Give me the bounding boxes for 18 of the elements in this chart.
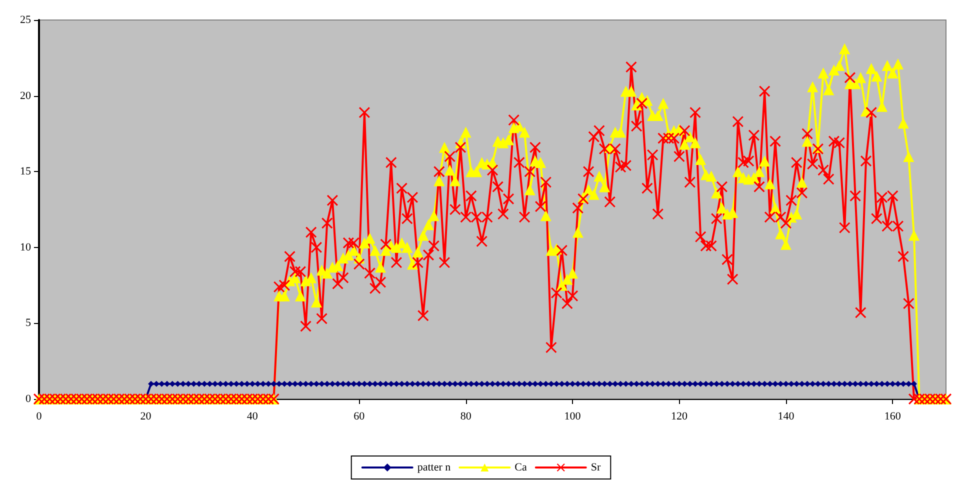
y-tick-label: 5 bbox=[26, 317, 32, 330]
x-tick-label: 120 bbox=[670, 410, 688, 422]
x-tick-label: 140 bbox=[778, 410, 795, 422]
x-tick-label: 20 bbox=[140, 410, 152, 422]
x-tick-label: 100 bbox=[564, 410, 582, 422]
x-tick-label: 40 bbox=[246, 410, 258, 422]
legend-label: Ca bbox=[514, 462, 527, 474]
y-tick-label: 0 bbox=[26, 393, 32, 405]
y-tick-label: 25 bbox=[20, 14, 32, 26]
x-tick-label: 60 bbox=[354, 410, 366, 422]
y-tick-label: 15 bbox=[20, 166, 32, 178]
legend-label: Sr bbox=[590, 462, 601, 474]
x-tick-label: 160 bbox=[884, 410, 902, 422]
y-tick-label: 20 bbox=[20, 90, 32, 102]
x-tick-label: 0 bbox=[36, 410, 42, 422]
y-tick-label: 10 bbox=[20, 241, 32, 254]
legend-label: patter n bbox=[417, 462, 452, 474]
x-tick-label: 80 bbox=[460, 410, 472, 422]
